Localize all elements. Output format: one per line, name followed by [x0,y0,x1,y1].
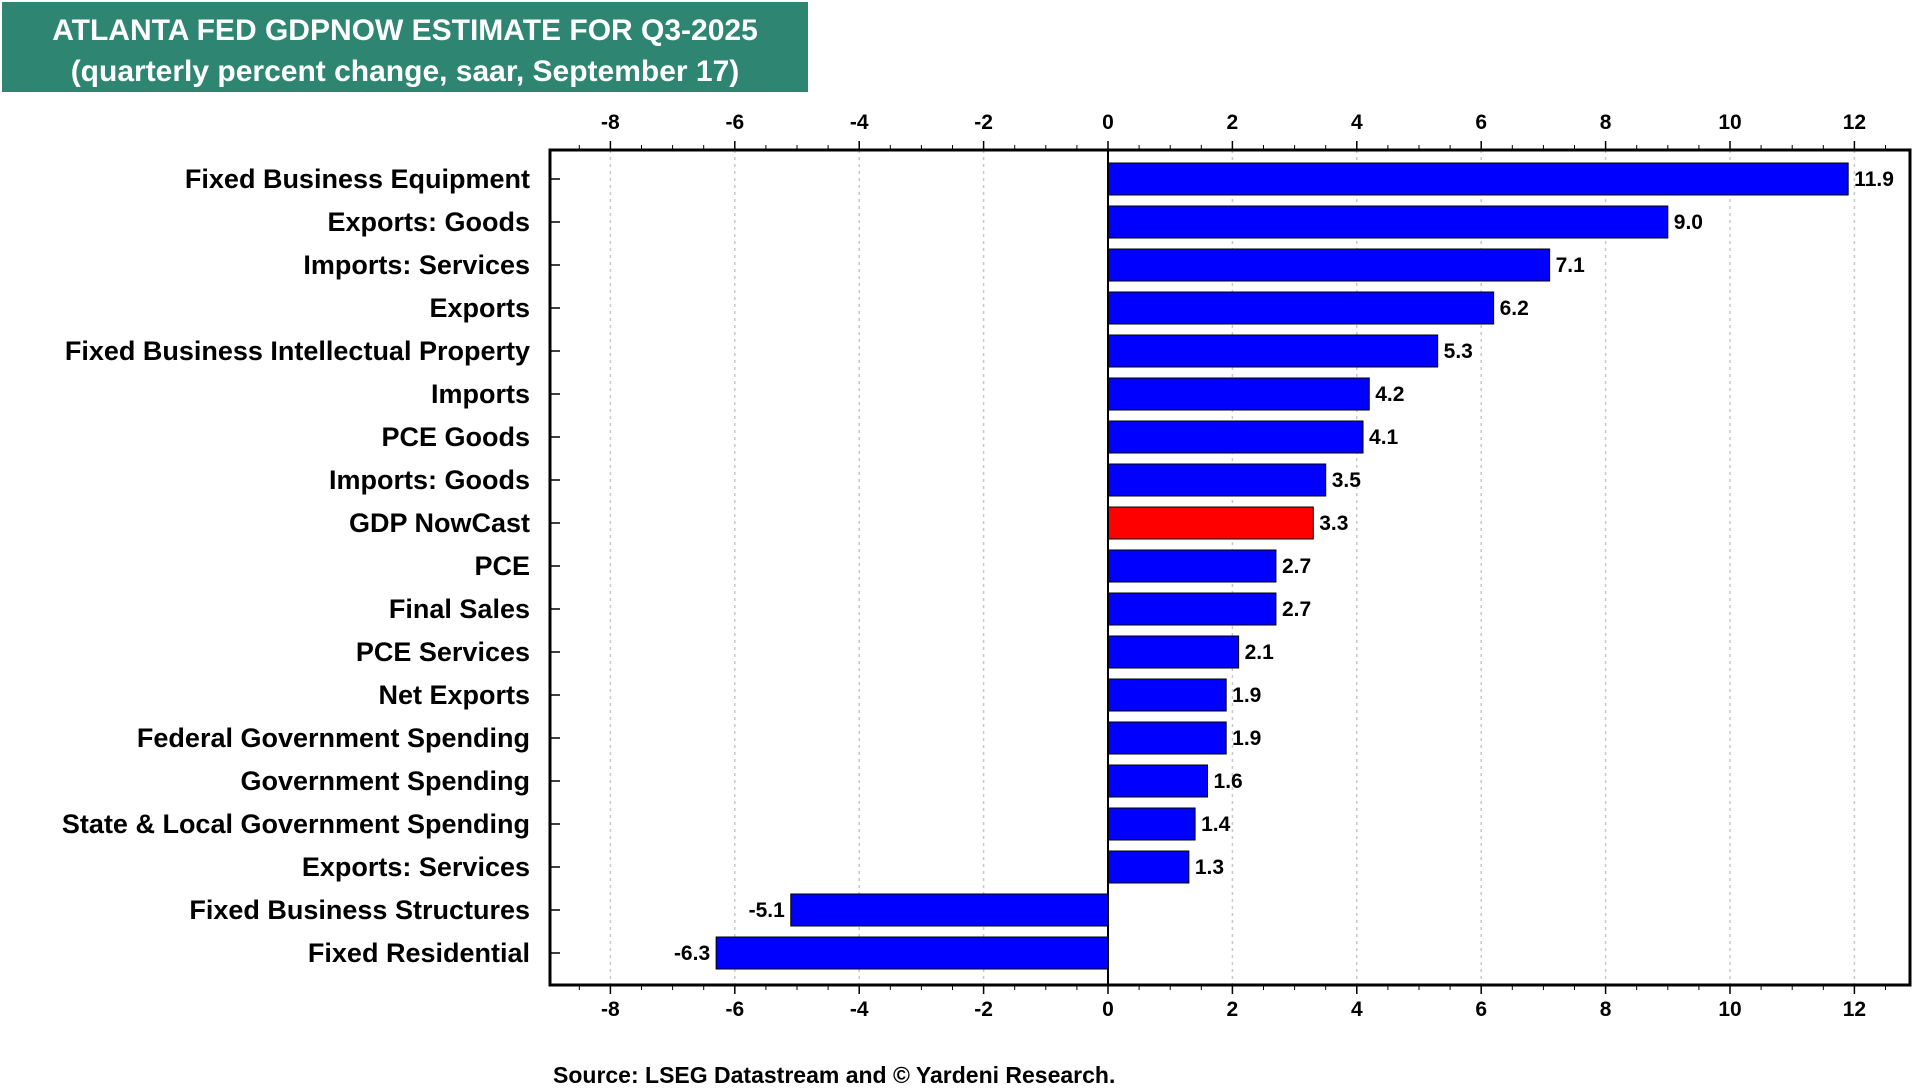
value-label: 3.5 [1332,469,1362,492]
category-label: Fixed Residential [308,938,530,968]
chart-title-box: ATLANTA FED GDPNOW ESTIMATE FOR Q3-2025 … [2,2,808,92]
value-label: -6.3 [674,942,710,965]
x-tick-label-bottom: 0 [1102,998,1114,1021]
x-tick-label-bottom: -8 [601,998,620,1021]
value-label: 4.2 [1375,383,1404,406]
category-label: PCE Goods [381,422,530,452]
bar [790,893,1109,927]
bars [715,162,1849,970]
bar [1107,721,1227,755]
category-label: Imports [431,379,530,409]
bar [1107,506,1314,540]
x-tick-label-bottom: 4 [1351,998,1363,1021]
x-tick-label-top: 12 [1843,111,1866,134]
category-label: PCE Services [356,637,530,667]
category-label: Federal Government Spending [137,723,530,753]
chart-subtitle: (quarterly percent change, saar, Septemb… [70,55,740,88]
x-tick-label-top: 10 [1718,111,1741,134]
bar [1107,291,1495,325]
bar [1107,248,1551,282]
category-label: Final Sales [389,594,530,624]
bar [1107,592,1277,626]
value-label: 1.6 [1214,770,1243,793]
value-label: -5.1 [749,899,786,922]
value-label: 2.1 [1245,641,1275,664]
value-label: 1.9 [1232,727,1261,750]
x-tick-label-top: 6 [1475,111,1487,134]
x-tick-label-top: -6 [725,111,744,134]
bar [1107,850,1190,884]
category-label: Fixed Business Intellectual Property [65,336,530,366]
axes [548,141,1912,994]
x-tick-label-bottom: -2 [974,998,993,1021]
bar [1107,463,1327,497]
x-tick-label-bottom: 12 [1843,998,1866,1021]
bar [1107,807,1196,841]
category-label: Net Exports [378,680,530,710]
x-tick-label-top: 8 [1600,111,1612,134]
x-tick-label-bottom: 8 [1600,998,1612,1021]
labels: 11.9 Fixed Business Equipment 9.0 Exports: … [62,111,1894,1021]
bar [715,936,1109,970]
x-tick-label-top: 2 [1227,111,1239,134]
source-note: Source: LSEG Datastream and © Yardeni Re… [553,1062,1116,1088]
x-tick-label-top: -2 [974,111,993,134]
category-label: GDP NowCast [349,508,530,538]
value-label: 7.1 [1556,254,1586,277]
x-tick-label-top: -8 [601,111,620,134]
x-tick-label-bottom: 10 [1718,998,1741,1021]
x-tick-label-top: 0 [1102,111,1114,134]
category-label: Exports [429,293,530,323]
category-label: Fixed Business Equipment [185,164,530,194]
category-label: Exports: Goods [327,207,530,237]
value-label: 1.9 [1232,684,1261,707]
x-tick-label-top: 4 [1351,111,1363,134]
value-label: 5.3 [1444,340,1473,363]
bar [1107,377,1370,411]
value-label: 2.7 [1282,598,1311,621]
bar [1107,205,1669,239]
x-tick-label-top: -4 [850,111,869,134]
category-label: Fixed Business Structures [189,895,530,925]
x-tick-label-bottom: -4 [850,998,869,1021]
bar [1107,420,1364,454]
bar [1107,635,1240,669]
bar [1107,764,1209,798]
value-label: 4.1 [1369,426,1399,449]
value-label: 3.3 [1319,512,1348,535]
plot-frame [548,148,1912,987]
value-label: 1.4 [1201,813,1231,836]
bar [1107,549,1277,583]
category-label: Exports: Services [302,852,530,882]
category-label: Imports: Goods [329,465,530,495]
x-tick-label-bottom: 2 [1227,998,1239,1021]
chart-title: ATLANTA FED GDPNOW ESTIMATE FOR Q3-2025 [52,14,758,47]
category-label: Government Spending [240,766,530,796]
bar [1107,162,1849,196]
category-label: State & Local Government Spending [62,809,530,839]
category-label: PCE [474,551,530,581]
bar [1107,334,1439,368]
x-tick-label-bottom: 6 [1475,998,1487,1021]
value-label: 2.7 [1282,555,1311,578]
bar [1107,678,1227,712]
value-label: 1.3 [1195,856,1224,879]
value-label: 6.2 [1500,297,1529,320]
x-tick-label-bottom: -6 [725,998,744,1021]
value-label: 9.0 [1674,211,1703,234]
value-label: 11.9 [1854,168,1894,191]
gridlines [609,150,1856,985]
category-label: Imports: Services [303,250,530,280]
